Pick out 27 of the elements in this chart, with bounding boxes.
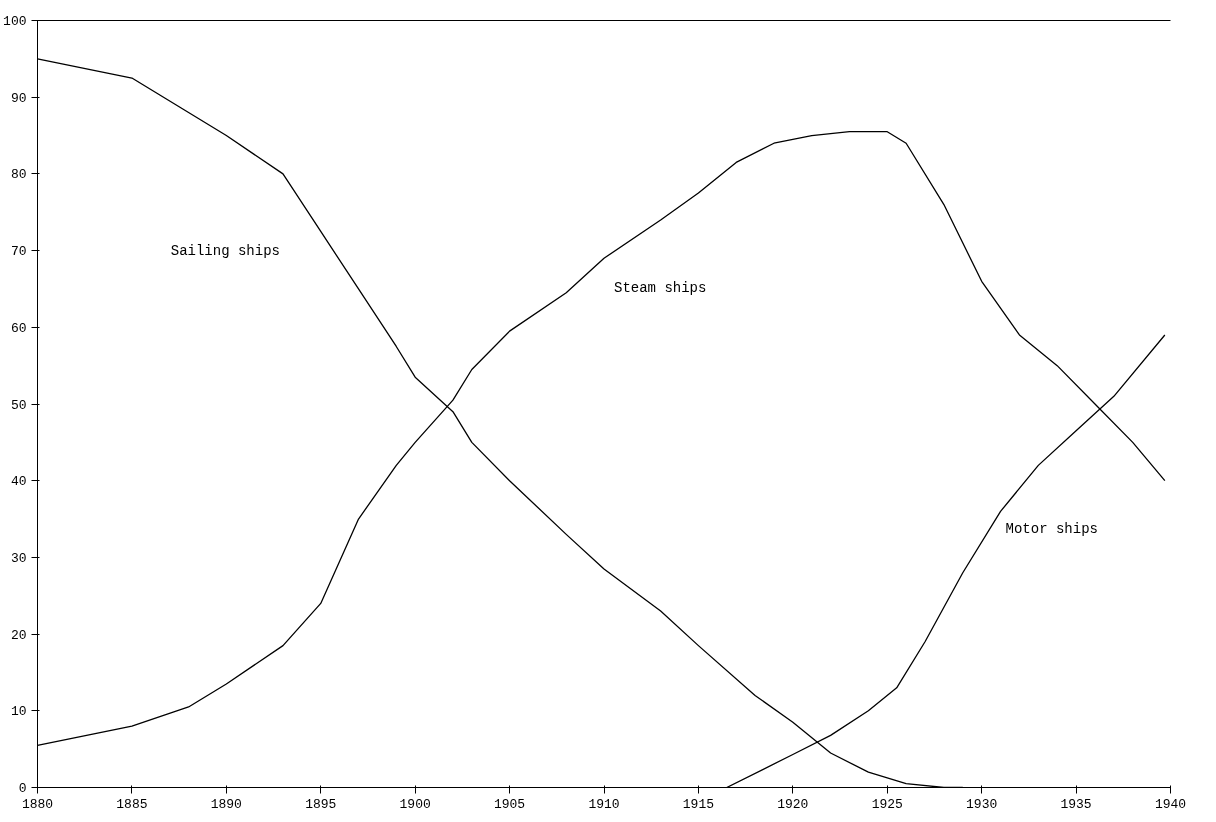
x-tick-label: 1925: [871, 796, 903, 812]
y-tick-label: 40: [10, 474, 27, 490]
y-tick-label: 60: [10, 320, 27, 336]
y-tick-label: 90: [10, 90, 27, 106]
y-tick-label: 30: [10, 550, 27, 566]
x-tick-label: 1900: [399, 796, 431, 812]
y-tick-label: 20: [10, 627, 27, 643]
x-tick-label: 1935: [1060, 796, 1092, 812]
series-label: Motor ships: [1005, 521, 1098, 538]
x-tick-label: 1880: [21, 796, 54, 812]
text: Sailing ships: [170, 243, 280, 260]
x-tick-label: 1905: [493, 796, 526, 812]
x-tick-label: 1890: [210, 796, 242, 812]
series-label: Steam ships: [614, 280, 707, 297]
y-tick-label: 80: [10, 167, 27, 183]
x-tick-label: 1885: [116, 796, 148, 812]
y-tick-label: 100: [3, 14, 27, 29]
x-tick-label: 1915: [682, 796, 715, 812]
x-tick-label: 1910: [588, 796, 620, 812]
y-tick-label: 70: [10, 244, 27, 260]
y-tick-label: 10: [10, 704, 27, 720]
x-tick-label: 1940: [1154, 796, 1187, 812]
x-tick-label: 1930: [966, 796, 998, 812]
x-tick-label: 1920: [777, 796, 809, 812]
x-tick-label: 1895: [305, 796, 337, 812]
y-tick-label: 0: [18, 781, 27, 796]
y-tick-label: 50: [10, 397, 27, 413]
